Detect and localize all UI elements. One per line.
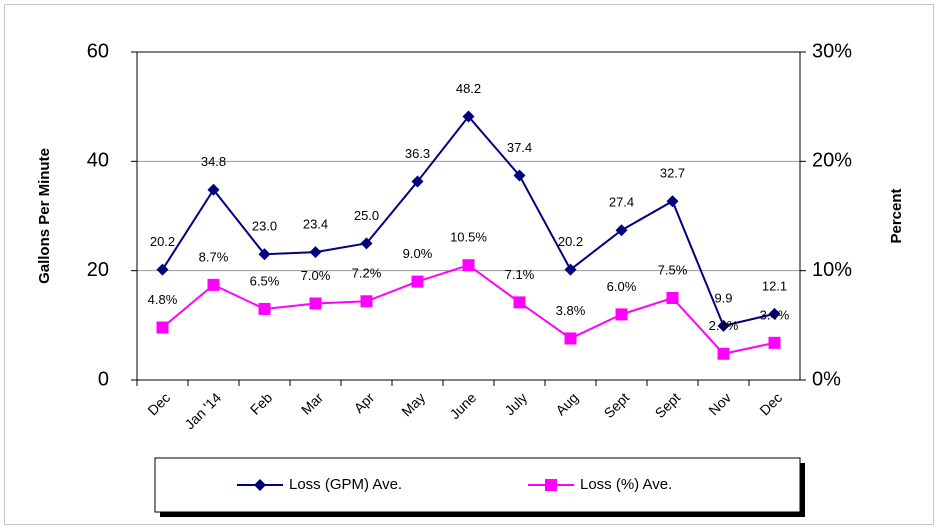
data-point xyxy=(258,302,271,315)
data-label: 3.4% xyxy=(760,307,790,322)
y-tick-label: 60 xyxy=(87,40,109,62)
data-point xyxy=(309,246,322,259)
data-point xyxy=(156,263,169,276)
data-label: 6.0% xyxy=(607,279,637,294)
data-point xyxy=(513,296,526,309)
data-point xyxy=(360,237,373,250)
plot-frame xyxy=(136,51,801,381)
data-point xyxy=(513,169,526,182)
y2-tick-label: 30% xyxy=(812,40,852,62)
data-label: 25.0 xyxy=(354,208,379,223)
legend-label: Loss (%) Ave. xyxy=(580,476,672,493)
data-point xyxy=(207,183,220,196)
data-point xyxy=(564,263,577,276)
data-label: 23.4 xyxy=(303,217,328,232)
data-point xyxy=(462,110,475,123)
data-point xyxy=(615,308,628,321)
legend-marker xyxy=(254,479,266,491)
data-label: 23.0 xyxy=(252,219,277,234)
data-point xyxy=(258,248,271,261)
data-label: 20.2 xyxy=(558,234,583,249)
data-point xyxy=(717,347,730,360)
y2-tick-label: 20% xyxy=(812,150,852,172)
y2-tick-label: 10% xyxy=(812,259,852,281)
data-point xyxy=(207,278,220,291)
data-label: 8.7% xyxy=(199,249,229,264)
data-label: 7.2% xyxy=(352,266,382,281)
y-tick-label: 20 xyxy=(87,259,109,281)
data-label: 9.9 xyxy=(714,290,732,305)
data-label: 10.5% xyxy=(450,230,487,245)
y2-tick-label: 0% xyxy=(812,368,841,390)
data-label: 2.4% xyxy=(709,318,739,333)
data-point xyxy=(666,292,679,304)
data-point xyxy=(309,297,322,310)
data-label: 32.7 xyxy=(660,166,685,181)
y2-axis-title: Percent xyxy=(888,188,905,243)
data-point xyxy=(768,336,781,349)
data-label: 20.2 xyxy=(150,234,175,249)
data-label: 7.0% xyxy=(301,268,331,283)
data-label: 4.8% xyxy=(148,292,178,307)
data-label: 27.4 xyxy=(609,195,634,210)
data-point xyxy=(411,275,424,288)
data-point xyxy=(768,307,781,320)
data-point xyxy=(717,319,730,332)
data-label: 12.1 xyxy=(762,278,787,293)
data-label: 36.3 xyxy=(405,146,430,161)
data-label: 48.2 xyxy=(456,81,481,96)
data-point xyxy=(615,224,628,237)
data-label: 7.1% xyxy=(505,267,535,282)
data-label: 9.0% xyxy=(403,246,433,261)
data-point xyxy=(156,321,169,334)
data-label: 7.5% xyxy=(658,262,688,277)
y-tick-label: 0 xyxy=(98,368,109,390)
y-tick-label: 40 xyxy=(87,150,109,172)
data-label: 37.4 xyxy=(507,140,532,155)
data-point xyxy=(462,259,475,272)
data-point xyxy=(360,295,373,308)
legend-marker xyxy=(545,479,557,491)
data-label: 34.8 xyxy=(201,154,226,169)
data-point xyxy=(666,195,679,208)
y-axis-title: Gallons Per Minute xyxy=(36,148,53,284)
data-point xyxy=(411,175,424,188)
data-label: 6.5% xyxy=(250,273,280,288)
data-point xyxy=(564,332,577,345)
data-label: 3.8% xyxy=(556,303,586,318)
legend-label: Loss (GPM) Ave. xyxy=(289,476,402,493)
